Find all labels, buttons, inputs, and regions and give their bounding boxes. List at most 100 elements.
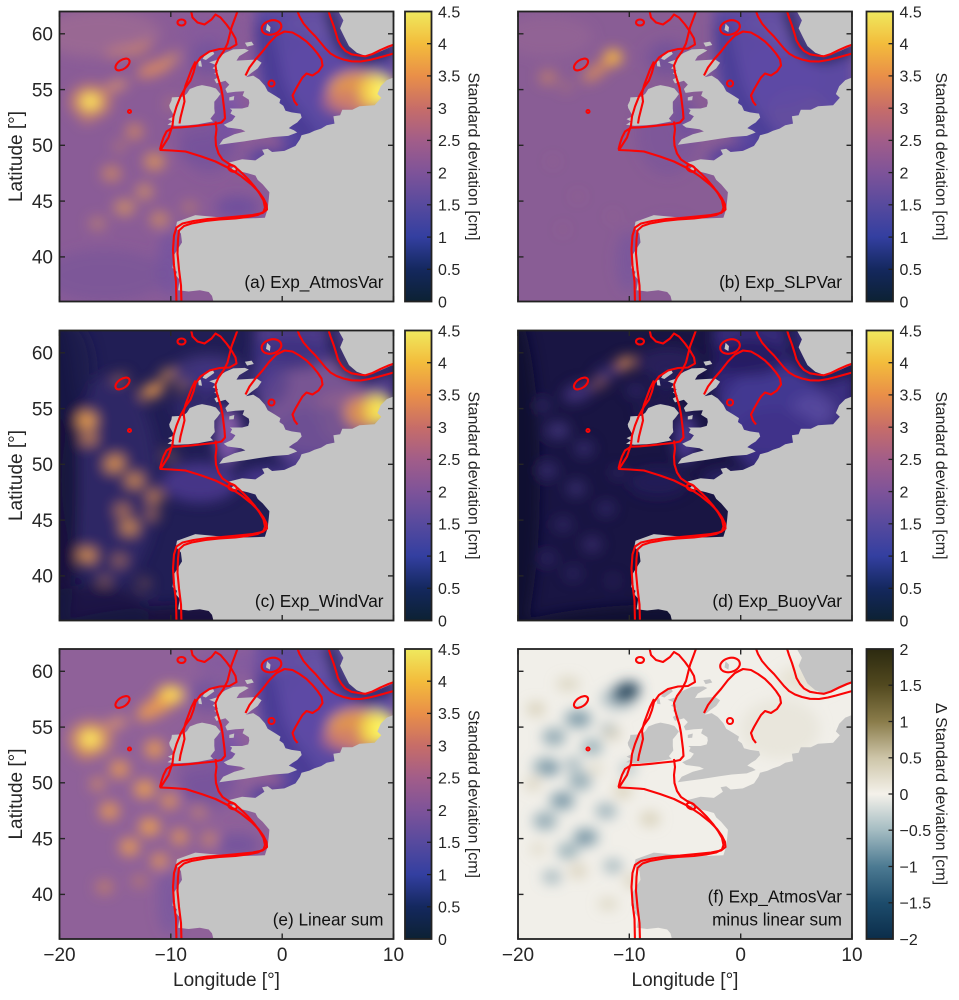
svg-text:4.5: 4.5 [438, 323, 460, 340]
svg-text:1.5: 1.5 [900, 198, 922, 215]
svg-text:50: 50 [32, 136, 53, 157]
svg-text:55: 55 [32, 399, 53, 420]
svg-text:1.5: 1.5 [900, 517, 922, 534]
svg-text:1: 1 [900, 230, 909, 247]
svg-text:Longitude [°]: Longitude [°] [632, 970, 739, 991]
svg-text:Standard deviation [cm]: Standard deviation [cm] [465, 391, 482, 559]
svg-text:1: 1 [438, 867, 447, 884]
svg-text:1.5: 1.5 [438, 198, 460, 215]
svg-text:(c) Exp_WindVar: (c) Exp_WindVar [255, 591, 384, 611]
svg-text:−2: −2 [900, 932, 918, 949]
svg-text:(f) Exp_AtmosVar: (f) Exp_AtmosVar [708, 887, 843, 907]
svg-text:Standard deviation [cm]: Standard deviation [cm] [465, 710, 482, 878]
svg-text:0.5: 0.5 [900, 581, 922, 598]
svg-text:1: 1 [900, 714, 909, 731]
svg-text:1: 1 [438, 230, 447, 247]
svg-text:0.5: 0.5 [438, 581, 460, 598]
svg-text:4.5: 4.5 [900, 4, 922, 21]
svg-text:0: 0 [900, 787, 909, 804]
svg-text:3: 3 [438, 101, 447, 118]
svg-text:Standard deviation [cm]: Standard deviation [cm] [932, 72, 949, 240]
svg-text:40: 40 [32, 567, 53, 588]
svg-text:4: 4 [900, 356, 909, 373]
svg-text:4: 4 [438, 674, 447, 691]
svg-text:(e) Linear sum: (e) Linear sum [273, 909, 384, 929]
svg-text:Longitude [°]: Longitude [°] [173, 970, 280, 991]
svg-text:Latitude [°]: Latitude [°] [6, 430, 27, 521]
svg-text:0: 0 [900, 294, 909, 311]
svg-text:0.5: 0.5 [900, 751, 922, 768]
svg-text:2.5: 2.5 [900, 133, 922, 150]
svg-text:40: 40 [32, 248, 53, 269]
svg-text:2: 2 [900, 165, 909, 182]
svg-text:Latitude [°]: Latitude [°] [6, 748, 27, 839]
svg-text:0: 0 [438, 613, 447, 630]
svg-text:0: 0 [438, 294, 447, 311]
svg-text:−1.5: −1.5 [900, 896, 932, 913]
svg-text:50: 50 [32, 774, 53, 795]
svg-text:3.5: 3.5 [438, 69, 460, 86]
svg-text:1.5: 1.5 [900, 678, 922, 695]
svg-text:60: 60 [32, 662, 53, 683]
svg-text:3: 3 [438, 739, 447, 756]
svg-text:−0.5: −0.5 [900, 823, 932, 840]
svg-text:Δ Standard deviation [cm]: Δ Standard deviation [cm] [932, 703, 949, 885]
svg-text:2.5: 2.5 [900, 452, 922, 469]
svg-text:60: 60 [32, 25, 53, 46]
svg-text:4: 4 [438, 37, 447, 54]
svg-text:0.5: 0.5 [438, 262, 460, 279]
svg-text:2: 2 [438, 484, 447, 501]
svg-text:4: 4 [438, 356, 447, 373]
svg-text:(b) Exp_SLPVar: (b) Exp_SLPVar [719, 272, 842, 292]
svg-text:minus linear sum: minus linear sum [712, 909, 842, 929]
svg-text:0: 0 [277, 945, 288, 966]
svg-text:0.5: 0.5 [900, 262, 922, 279]
svg-text:3.5: 3.5 [900, 69, 922, 86]
svg-text:40: 40 [32, 885, 53, 906]
svg-text:2: 2 [900, 642, 909, 659]
svg-text:1: 1 [900, 549, 909, 566]
svg-text:2.5: 2.5 [438, 133, 460, 150]
svg-text:45: 45 [32, 511, 53, 532]
svg-text:3: 3 [438, 420, 447, 437]
svg-text:Standard deviation [cm]: Standard deviation [cm] [465, 72, 482, 240]
svg-text:10: 10 [383, 945, 404, 966]
svg-text:3.5: 3.5 [438, 706, 460, 723]
svg-text:4.5: 4.5 [438, 4, 460, 21]
svg-text:2.5: 2.5 [438, 771, 460, 788]
svg-text:−10: −10 [613, 945, 645, 966]
svg-text:4: 4 [900, 37, 909, 54]
svg-text:1.5: 1.5 [438, 517, 460, 534]
svg-text:4.5: 4.5 [438, 642, 460, 659]
svg-text:−10: −10 [155, 945, 187, 966]
svg-text:0: 0 [735, 945, 746, 966]
svg-text:−1: −1 [900, 859, 918, 876]
svg-text:(d) Exp_BuoyVar: (d) Exp_BuoyVar [712, 591, 842, 611]
svg-text:1.5: 1.5 [438, 835, 460, 852]
svg-text:Latitude [°]: Latitude [°] [6, 111, 27, 202]
svg-text:3.5: 3.5 [438, 388, 460, 405]
svg-text:45: 45 [32, 192, 53, 213]
svg-text:4.5: 4.5 [900, 323, 922, 340]
svg-text:10: 10 [841, 945, 862, 966]
svg-text:1: 1 [438, 549, 447, 566]
svg-text:2: 2 [438, 165, 447, 182]
svg-text:55: 55 [32, 80, 53, 101]
svg-text:3: 3 [900, 420, 909, 437]
svg-text:−20: −20 [502, 945, 534, 966]
svg-text:45: 45 [32, 829, 53, 850]
svg-text:2.5: 2.5 [438, 452, 460, 469]
svg-text:0.5: 0.5 [438, 900, 460, 917]
svg-text:60: 60 [32, 344, 53, 365]
svg-text:2: 2 [900, 484, 909, 501]
svg-text:55: 55 [32, 718, 53, 739]
svg-text:50: 50 [32, 455, 53, 476]
svg-text:3.5: 3.5 [900, 388, 922, 405]
svg-text:0: 0 [900, 613, 909, 630]
svg-text:0: 0 [438, 932, 447, 949]
svg-text:−20: −20 [43, 945, 75, 966]
svg-text:(a) Exp_AtmosVar: (a) Exp_AtmosVar [244, 272, 383, 292]
svg-text:3: 3 [900, 101, 909, 118]
svg-text:2: 2 [438, 803, 447, 820]
svg-text:Standard deviation [cm]: Standard deviation [cm] [932, 391, 949, 559]
